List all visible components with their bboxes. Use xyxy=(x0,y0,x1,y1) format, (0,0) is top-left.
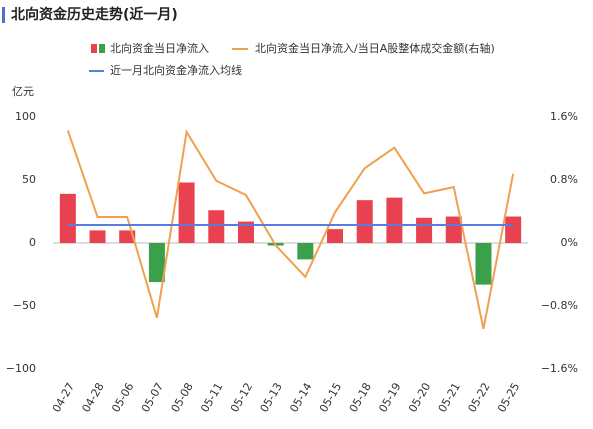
bar xyxy=(386,197,403,243)
legend-swatch xyxy=(99,44,105,53)
y-tick-label: −100 xyxy=(6,362,36,375)
x-tick-label: 05-06 xyxy=(109,381,136,415)
y-tick-label: 50 xyxy=(22,173,36,186)
bar xyxy=(148,243,165,283)
legend-label: 近一月北向资金净流入均线 xyxy=(110,63,242,77)
x-tick-label: 05-14 xyxy=(287,381,314,415)
bar xyxy=(89,230,106,243)
bar xyxy=(356,200,373,243)
bar xyxy=(59,193,76,243)
bar xyxy=(208,210,225,243)
y2-tick-label: 0% xyxy=(561,236,578,249)
y-tick-label: 0 xyxy=(29,236,36,249)
x-tick-label: 05-07 xyxy=(139,381,166,415)
x-tick-label: 05-25 xyxy=(495,381,522,415)
x-tick-label: 05-20 xyxy=(406,381,433,415)
x-tick-label: 05-21 xyxy=(436,381,463,415)
bar xyxy=(475,243,492,285)
title-accent xyxy=(2,7,5,23)
bar xyxy=(297,243,314,260)
x-tick-label: 05-18 xyxy=(347,381,374,415)
x-tick-label: 05-13 xyxy=(258,381,285,415)
y2-tick-label: −0.8% xyxy=(541,299,578,312)
chart-title: 北向资金历史走势(近一月) xyxy=(11,6,178,23)
bar xyxy=(505,216,522,243)
x-tick-label: 05-19 xyxy=(376,381,403,415)
x-tick-label: 05-22 xyxy=(465,381,492,415)
ratio-line xyxy=(66,129,515,330)
x-tick-label: 04-27 xyxy=(50,381,77,415)
legend-label: 北向资金当日净流入 xyxy=(110,41,209,55)
y-unit: 亿元 xyxy=(12,85,34,98)
bar xyxy=(416,217,433,243)
y-tick-label: 100 xyxy=(15,110,36,123)
x-tick-label: 05-08 xyxy=(169,381,196,415)
y2-tick-label: 1.6% xyxy=(550,110,578,123)
x-tick-label: 04-28 xyxy=(79,381,106,415)
x-tick-label: 05-15 xyxy=(317,381,344,415)
y-tick-label: −50 xyxy=(13,299,36,312)
bar xyxy=(445,216,462,243)
legend-swatch xyxy=(91,44,97,53)
legend-label: 北向资金当日净流入/当日A股整体成交金额(右轴) xyxy=(255,41,495,55)
y2-tick-label: −1.6% xyxy=(541,362,578,375)
x-tick-label: 05-12 xyxy=(228,381,255,415)
bar xyxy=(327,229,344,243)
y2-tick-label: 0.8% xyxy=(550,173,578,186)
x-tick-label: 05-11 xyxy=(198,381,225,415)
bar xyxy=(178,182,195,243)
bar xyxy=(237,221,254,243)
